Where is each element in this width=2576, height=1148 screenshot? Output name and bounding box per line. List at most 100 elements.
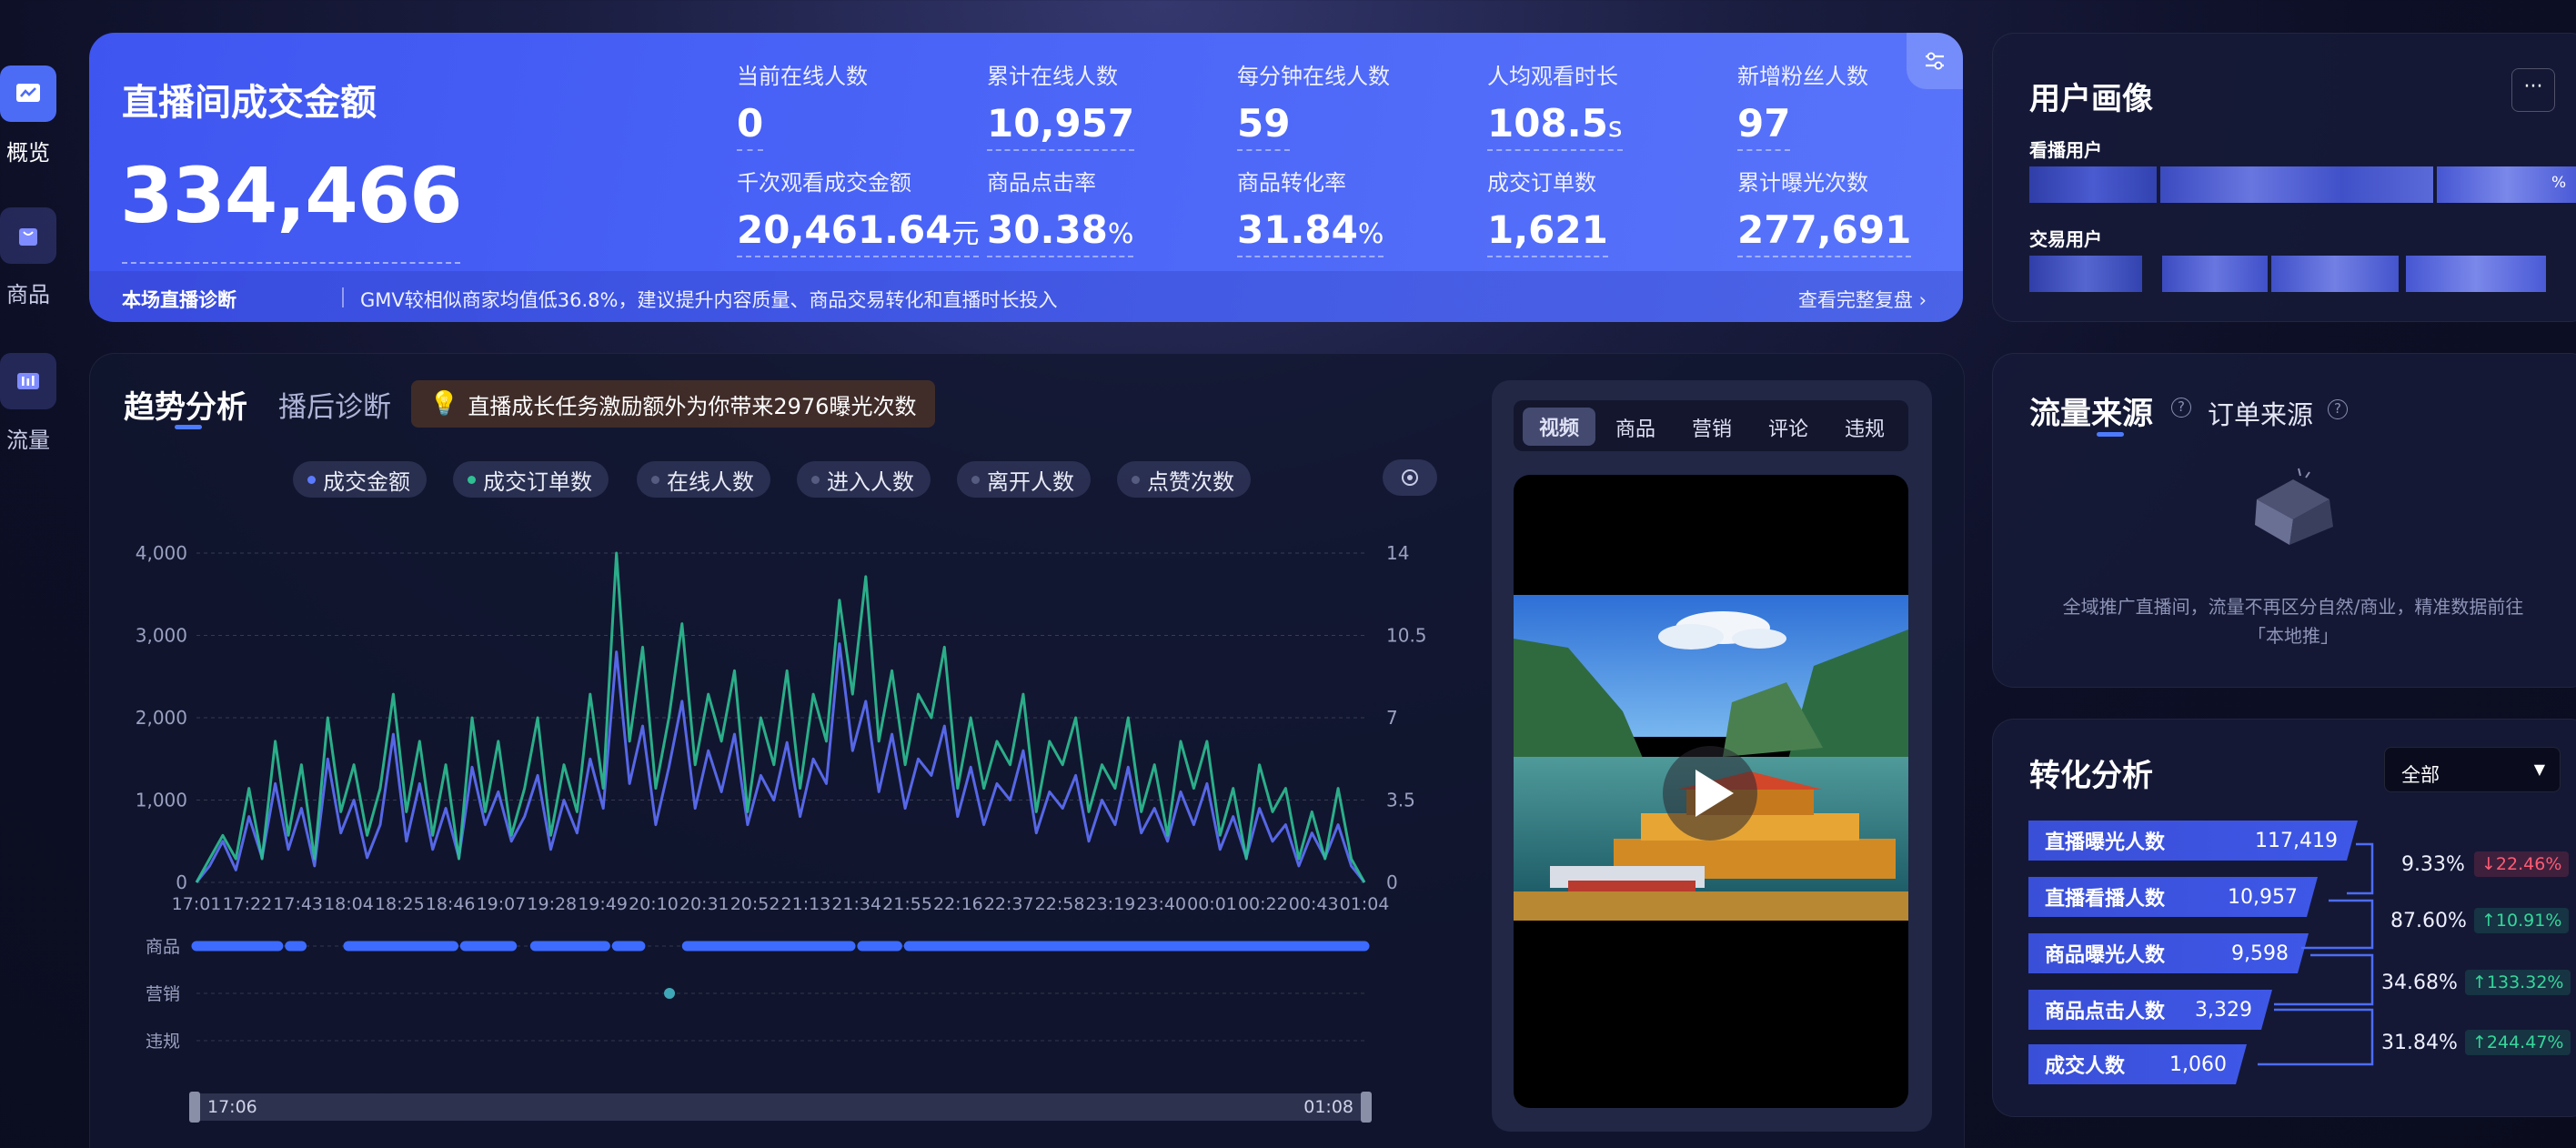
video-tab-product[interactable]: 商品 [1615, 418, 1656, 441]
range-slider-track [191, 1093, 1370, 1121]
more-button[interactable]: ··· [2511, 68, 2555, 112]
gmv-value-underline [122, 262, 460, 264]
event-row-label: 违规 [146, 1032, 180, 1052]
x-tick: 20:10 [629, 894, 679, 914]
video-tab-comment[interactable]: 评论 [1768, 418, 1809, 441]
tab-traffic-source[interactable]: 流量来源 [2029, 396, 2153, 432]
conversion-filter-select[interactable]: 全部 ▼ [2384, 747, 2561, 792]
sidebar-item-product[interactable]: 商品 [0, 207, 56, 308]
metric-value: 108.5s [1487, 101, 1623, 151]
funnel-step-5[interactable]: 成交人数 1,060 [2028, 1044, 2247, 1084]
x-tick: 00:01 [1187, 894, 1237, 914]
y-left-tick: 2,000 [136, 707, 187, 729]
x-tick: 23:40 [1136, 894, 1186, 914]
x-tick: 17:43 [273, 894, 323, 914]
tab-order-source[interactable]: 订单来源 [2208, 399, 2314, 430]
gmv-summary-card: 直播间成交金额 334,466 当前在线人数 0 累计在线人数 10,957 每… [89, 33, 1963, 322]
series-line-gmv [195, 642, 1366, 883]
blurred-segment [2162, 256, 2268, 292]
blurred-segment [2437, 166, 2576, 203]
x-tick: 21:13 [781, 894, 831, 914]
blurred-segment [2160, 166, 2433, 203]
legend-online[interactable]: 在线人数 [637, 461, 770, 498]
metric-product-ctr[interactable]: 商品点击率 30.38% [987, 165, 1233, 257]
funnel-connector-lines [2258, 842, 2374, 1066]
x-tick: 17:22 [222, 894, 272, 914]
range-start-label: 17:06 [207, 1097, 257, 1117]
metric-value: 1,621 [1487, 207, 1608, 257]
metric-label: 商品转化率 [1237, 170, 1346, 196]
metric-label: 累计曝光次数 [1737, 170, 1868, 196]
range-handle-left [189, 1092, 200, 1123]
legend-gmv[interactable]: 成交金额 [293, 461, 427, 498]
metric-value: 59 [1237, 101, 1291, 151]
video-tab-video[interactable]: 视频 [1523, 408, 1596, 446]
metric-label: 千次观看成交金额 [737, 170, 911, 196]
y-left-tick: 3,000 [136, 625, 187, 647]
change-badge: ↑10.91% [2474, 908, 2570, 933]
metric-orders[interactable]: 成交订单数 1,621 [1487, 165, 1733, 257]
product-bag-icon [0, 207, 56, 264]
metric-label: 累计在线人数 [987, 64, 1118, 89]
metric-new-fans[interactable]: 新增粉丝人数 97 [1737, 58, 1963, 151]
blurred-segment [2406, 256, 2546, 292]
x-tick: 18:46 [426, 894, 476, 914]
funnel-step-4[interactable]: 商品点击人数 3,329 [2028, 990, 2272, 1030]
metric-total-online[interactable]: 累计在线人数 10,957 [987, 58, 1233, 151]
video-tab-violation[interactable]: 违规 [1845, 418, 1886, 441]
sidebar-item-label: 流量 [6, 428, 50, 453]
video-thumbnail [1514, 595, 1908, 921]
y-right-tick: 10.5 [1386, 625, 1427, 647]
funnel-step-1[interactable]: 直播曝光人数 117,419 [2028, 821, 2358, 861]
diagnosis-bar [89, 271, 1963, 322]
x-tick: 21:55 [882, 894, 932, 914]
sliders-icon [1926, 52, 1944, 70]
diagnosis-label: 本场直播诊断 [122, 289, 236, 311]
x-tick: 18:25 [375, 894, 425, 914]
sidebar-item-label: 概览 [6, 140, 50, 166]
metric-gpm[interactable]: 千次观看成交金额 20,461.64元 [737, 165, 982, 257]
metric-label: 当前在线人数 [737, 64, 868, 89]
blurred-segment [2271, 256, 2399, 292]
chart-settings-button[interactable] [1383, 459, 1437, 496]
sidebar-item-traffic[interactable]: 流量 [0, 353, 56, 454]
conversion-rate: 87.60% [2390, 910, 2467, 932]
x-tick: 20:31 [679, 894, 730, 914]
tab-trend-analysis[interactable]: 趋势分析 [124, 389, 247, 426]
legend-likes[interactable]: 点赞次数 [1117, 461, 1251, 498]
viewer-user-label: 看播用户 [2029, 139, 2102, 161]
tab-post-diagnosis[interactable]: 播后诊断 [278, 391, 391, 424]
x-tick: 18:04 [324, 894, 374, 914]
legend-leave[interactable]: 离开人数 [957, 461, 1091, 498]
marketing-event-marker [664, 988, 676, 999]
funnel-step-2[interactable]: 直播看播人数 10,957 [2028, 877, 2318, 917]
help-icon[interactable]: ? [2328, 399, 2348, 419]
metric-label: 新增粉丝人数 [1737, 64, 1868, 89]
panel-title: 用户画像 [2029, 81, 2153, 117]
video-player[interactable] [1514, 475, 1908, 1108]
legend-enter[interactable]: 进入人数 [797, 461, 931, 498]
full-review-link[interactable]: 查看完整复盘 › [1797, 289, 1927, 311]
blurred-segment [2029, 166, 2157, 203]
metric-product-cvr[interactable]: 商品转化率 31.84% [1237, 165, 1483, 257]
metric-avg-watch-time[interactable]: 人均观看时长 108.5s [1487, 58, 1733, 151]
growth-task-tip[interactable]: 💡 直播成长任务激励额外为你带来2976曝光次数 [411, 380, 935, 428]
card-settings-button[interactable] [1907, 33, 1963, 89]
metric-exposures[interactable]: 累计曝光次数 277,691 [1737, 165, 1963, 257]
video-tab-marketing[interactable]: 营销 [1692, 418, 1733, 441]
metric-value: 31.84% [1237, 207, 1384, 257]
legend-orders[interactable]: 成交订单数 [453, 461, 609, 498]
panel-title: 转化分析 [2029, 758, 2153, 794]
funnel-step-3[interactable]: 商品曝光人数 9,598 [2028, 933, 2309, 973]
tip-text: 直播成长任务激励额外为你带来2976曝光次数 [468, 393, 917, 419]
conversion-panel: 转化分析 全部 ▼ [1992, 719, 2576, 1117]
help-icon[interactable]: ? [2171, 398, 2191, 418]
metric-online-per-minute[interactable]: 每分钟在线人数 59 [1237, 58, 1483, 151]
sidebar-item-overview[interactable]: 概览 [0, 65, 56, 166]
metric-current-online[interactable]: 当前在线人数 0 [737, 58, 982, 151]
metric-label: 每分钟在线人数 [1237, 64, 1390, 89]
y-left-tick: 4,000 [136, 542, 187, 564]
y-right-tick: 0 [1386, 871, 1398, 893]
x-tick: 17:01 [172, 894, 222, 914]
